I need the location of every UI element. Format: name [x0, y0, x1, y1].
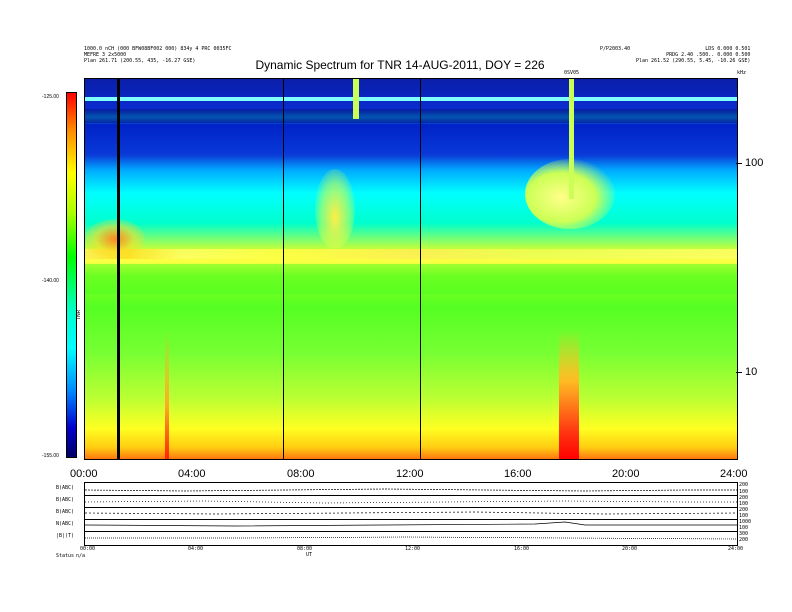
lower-right-label: 100 [739, 513, 749, 519]
lower-axis-label: UT [306, 552, 313, 558]
lower-right-label: 300 [739, 531, 749, 537]
lower-row-divider [85, 519, 737, 520]
freq-tick-label: 100 [745, 157, 764, 169]
freq-tick [736, 372, 742, 373]
marker-line [283, 79, 284, 459]
lower-right-label: 200 [739, 507, 749, 513]
time-tick-label: 16:00 [504, 468, 532, 480]
event-marker-label: 0SV05 [564, 70, 580, 76]
lower-row-label: B(ABC) [56, 497, 75, 503]
lower-right-label: 100 [739, 525, 749, 531]
lower-time-tick: 24:00 [728, 546, 744, 552]
band-top-dark [85, 109, 737, 123]
lower-time-tick: 20:00 [622, 546, 638, 552]
burst-0h [85, 219, 145, 259]
lower-time-tick: 08:00 [297, 546, 313, 552]
footer-status-label: Status [56, 553, 75, 559]
header-right-line: LDS 0.000 0.501 [705, 46, 751, 52]
trace [85, 521, 737, 527]
lower-right-label: 100 [739, 489, 749, 495]
freq-tick [736, 163, 742, 164]
trace [85, 511, 737, 515]
lower-right-label: 200 [739, 495, 749, 501]
lower-time-tick: 12:00 [405, 546, 421, 552]
burst-9h [315, 169, 355, 249]
lower-right-label: 200 [739, 537, 749, 543]
lower-right-label: 200 [739, 482, 749, 488]
data-gap [117, 79, 120, 459]
lowfreq-enhancement-3h [165, 329, 169, 459]
lower-time-tick: 16:00 [514, 546, 530, 552]
lower-traces [85, 488, 737, 540]
lowfreq-enhancement-18h [559, 329, 579, 459]
trace [85, 500, 737, 504]
lower-row-label: B(ABC) [56, 485, 75, 491]
marker-line [420, 79, 421, 459]
colorbar-tick: -125.00 [42, 94, 59, 100]
band-top-cyan [85, 97, 737, 101]
footer-status-value: n/a [76, 553, 86, 559]
colorbar-tick: -155.00 [42, 453, 59, 459]
header-left-line: MEFRE 3 2x5000 [84, 52, 127, 58]
header-left-line: 1000.0 nCH (000 BFW08BF002 000) 834y 4 P… [84, 46, 232, 52]
time-tick-label: 08:00 [287, 468, 315, 480]
lower-row-label: B(ABC) [56, 509, 75, 515]
trace [85, 488, 737, 492]
chart-title: Dynamic Spectrum for TNR 14-AUG-2011, DO… [255, 58, 545, 72]
lower-right-label: 1000 [739, 519, 752, 525]
header-left-line: Plan 261.71 (200.55, 435, -16.27 GSE) [84, 58, 196, 64]
time-tick-label: 04:00 [178, 468, 206, 480]
colorbar [66, 92, 77, 458]
time-tick-label: 00:00 [70, 468, 98, 480]
header-right-info: LDS 0.000 0.501 PRDG 2.40 .500.. 0.000 0… [636, 46, 750, 64]
band-plasma-line [85, 249, 737, 259]
trace [85, 536, 737, 540]
header-right-line: PRDG 2.40 .500.. 0.000 0.500 [666, 52, 751, 58]
corner-unit-label: kHz [737, 70, 747, 76]
time-tick-label: 24:00 [720, 468, 748, 480]
type3-burst-18h [569, 79, 574, 199]
colorbar-tick: -140.00 [42, 278, 59, 284]
lower-row-label: N(ABC) [56, 521, 75, 527]
colorbar-label: TNR [76, 309, 82, 320]
lower-time-tick: 04:00 [188, 546, 204, 552]
lower-panel [84, 482, 738, 546]
freq-tick-label: 10 [745, 366, 758, 378]
header-center-small: P/P2003.40 [600, 46, 631, 52]
header-right-line: Plan 261.52 (290.55, 5.45, -10.26 GSE) [636, 58, 751, 64]
type3-burst-10h [353, 79, 359, 119]
header-left-info: 1000.0 nCH (000 BFW08BF002 000) 834y 4 P… [84, 46, 232, 64]
lower-row-divider [85, 495, 737, 496]
lower-time-tick: 00:00 [80, 546, 96, 552]
lower-row-divider [85, 531, 737, 532]
lower-right-label: 100 [739, 501, 749, 507]
time-tick-label: 20:00 [612, 468, 640, 480]
time-tick-label: 12:00 [396, 468, 424, 480]
band-green-transition [85, 264, 737, 294]
lower-row-label: |B|(T) [56, 533, 75, 539]
lower-row-divider [85, 507, 737, 508]
spectrogram [84, 78, 738, 460]
